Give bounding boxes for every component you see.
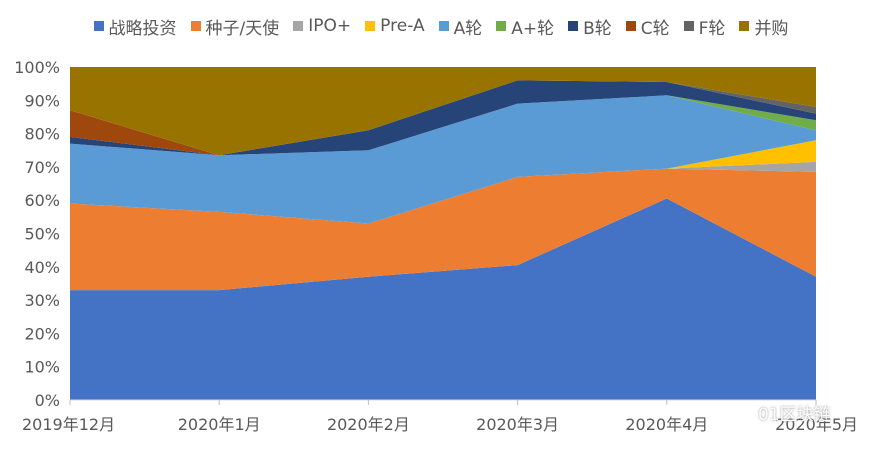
watermark: 01区块链 <box>730 400 831 425</box>
y-tick-label: 20% <box>24 324 60 343</box>
legend-label: A+轮 <box>511 18 555 39</box>
legend-item-9: 并购 <box>739 14 788 39</box>
legend-label: C轮 <box>640 18 670 39</box>
legend-label: IPO+ <box>308 16 352 36</box>
legend-item-1: 种子/天使 <box>190 14 280 39</box>
x-tick-label: 2019年12月 <box>22 415 115 434</box>
y-tick-label: 80% <box>24 125 60 144</box>
legend-swatch <box>438 21 449 31</box>
area-series-4 <box>70 95 816 224</box>
x-tick-label: 2020年5月 <box>775 415 858 434</box>
legend-label: A轮 <box>453 18 483 39</box>
x-tick-label: 2020年4月 <box>625 415 708 434</box>
x-tick-label: 2020年3月 <box>476 415 559 434</box>
legend-item-6: B轮 <box>568 14 612 39</box>
y-tick-label: 30% <box>24 291 60 310</box>
legend-swatch <box>93 21 104 31</box>
area-series-0 <box>70 198 816 400</box>
legend-item-3: Pre-A <box>365 16 425 36</box>
legend-swatch <box>365 21 376 31</box>
area-series-1 <box>70 168 816 291</box>
x-tick-label: 2020年2月 <box>327 415 410 434</box>
legend-item-8: F轮 <box>683 14 726 39</box>
y-tick-label: 90% <box>24 91 60 110</box>
y-tick-label: 70% <box>24 158 60 177</box>
y-tick-label: 60% <box>24 191 60 210</box>
legend-swatch <box>190 21 201 31</box>
area-series-6 <box>70 80 816 156</box>
x-tick-label: 2020年1月 <box>178 415 261 434</box>
wechat-icon <box>730 403 752 421</box>
y-tick-label: 10% <box>24 358 60 377</box>
legend-swatch <box>293 21 304 31</box>
legend-item-2: IPO+ <box>293 16 351 36</box>
y-tick-label: 100% <box>14 58 60 77</box>
watermark-text: 01区块链 <box>758 405 831 425</box>
legend-item-4: A轮 <box>438 14 483 39</box>
y-tick-label: 50% <box>24 225 60 244</box>
legend-swatch <box>625 21 636 31</box>
legend-swatch <box>683 21 694 31</box>
legend-item-0: 战略投资 <box>93 14 177 39</box>
y-tick-label: 40% <box>24 258 60 277</box>
legend-label: 并购 <box>754 18 789 39</box>
legend-label: B轮 <box>583 18 612 39</box>
legend-label: F轮 <box>698 18 726 39</box>
legend-label: 战略投资 <box>108 18 177 39</box>
area-series-2 <box>70 161 816 224</box>
legend-swatch <box>568 21 579 31</box>
y-tick-label: 0% <box>35 391 60 410</box>
legend-item-7: C轮 <box>625 14 670 39</box>
legend-label: 种子/天使 <box>205 18 280 39</box>
legend-item-5: A+轮 <box>496 14 554 39</box>
legend-swatch <box>496 21 507 31</box>
legend-label: Pre-A <box>380 16 425 36</box>
legend-swatch <box>739 21 750 31</box>
area-series-9 <box>70 67 816 156</box>
legend: 战略投资 种子/天使 IPO+ Pre-A A轮 A+轮 B轮 C轮 F轮 并购 <box>0 13 882 39</box>
